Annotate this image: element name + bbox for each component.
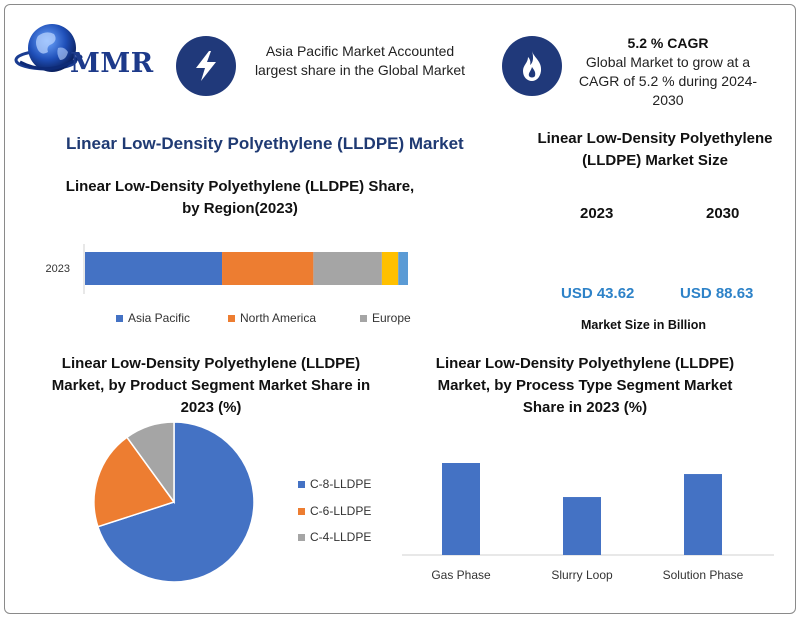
legend-swatch (298, 480, 305, 488)
cagr-text: Global Market to grow at a CAGR of 5.2 %… (578, 54, 758, 108)
legend-label: C-6-LLDPE (310, 504, 372, 518)
legend-asia-pacific: Asia Pacific (116, 311, 190, 325)
region-segment-4 (381, 252, 399, 285)
market-size-2023-value: USD 43.62 (561, 285, 635, 302)
pie-slice-c-6-lldpe (93, 436, 176, 528)
flame-icon (502, 36, 562, 96)
product-chart-title: Linear Low-Density Polyethylene (LLDPE) … (51, 355, 371, 416)
legend-swatch (298, 533, 305, 541)
logo-text: MMR (70, 48, 154, 79)
legend-c-8-lldpe: C-8-LLDPE (298, 477, 371, 491)
legend-label: Asia Pacific (128, 311, 191, 325)
mmr-logo: MMR (14, 18, 164, 88)
legend-swatch (228, 314, 235, 322)
process-chart-title: Linear Low-Density Polyethylene (LLDPE) … (435, 355, 735, 416)
year-2030-label: 2030 (706, 205, 740, 222)
region-segment-1 (85, 252, 223, 285)
bar-slurry-loop (563, 497, 601, 555)
legend-europe: Europe (360, 311, 411, 325)
product-pie-chart (93, 421, 255, 583)
legend-swatch (360, 314, 367, 322)
legend-label: Europe (372, 311, 411, 325)
bar-solution-phase (684, 474, 722, 555)
main-title: Linear Low-Density Polyethylene (LLDPE) … (66, 134, 464, 153)
legend-label: North America (240, 311, 317, 325)
legend-label: C-8-LLDPE (310, 477, 372, 491)
pie-slice-c-4-lldpe (125, 421, 175, 505)
region-chart-title: Linear Low-Density Polyethylene (LLDPE) … (65, 178, 415, 217)
asia-pacific-share-text: Asia Pacific Market Accounted largest sh… (254, 43, 466, 78)
region-segment-5 (398, 252, 408, 285)
region-category-label: 2023 (46, 263, 70, 275)
region-segment-3 (313, 252, 382, 285)
x-tick-label: Slurry Loop (551, 568, 613, 582)
legend-c-6-lldpe: C-6-LLDPE (298, 504, 371, 518)
cagr-title: 5.2 % CAGR (627, 35, 709, 51)
market-size-title: Linear Low-Density Polyethylene (LLDPE) … (537, 130, 773, 169)
globe-icon (14, 24, 83, 72)
infographic-frame (4, 4, 796, 614)
x-tick-label: Solution Phase (663, 568, 744, 582)
legend-swatch (116, 314, 123, 322)
pie-slice-c-8-lldpe (96, 421, 255, 583)
market-size-2030-value: USD 88.63 (680, 285, 754, 302)
legend-swatch (298, 507, 305, 515)
legend-north-america: North America (228, 311, 316, 325)
market-size-unit: Market Size in Billion (581, 318, 707, 332)
legend-label: C-4-LLDPE (310, 530, 372, 544)
x-tick-label: Gas Phase (431, 568, 491, 582)
region-stacked-bar-chart: 2023 (46, 244, 408, 294)
process-bar-chart: Gas Phase Slurry Loop Solution Phase (402, 463, 774, 582)
cagr-block: 5.2 % CAGR Global Market to grow at a CA… (568, 34, 768, 110)
region-segment-2 (222, 252, 314, 285)
legend-c-4-lldpe: C-4-LLDPE (298, 530, 371, 544)
lightning-bolt-icon (176, 36, 236, 96)
year-2023-label: 2023 (580, 205, 614, 222)
bar-gas-phase (442, 463, 480, 555)
